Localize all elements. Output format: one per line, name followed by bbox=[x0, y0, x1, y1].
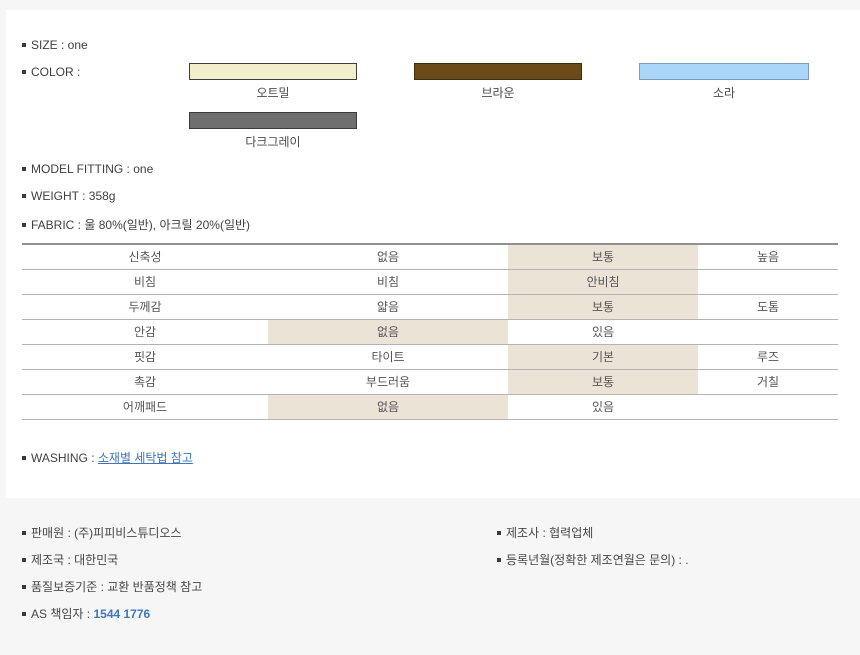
bullet-icon bbox=[22, 69, 26, 74]
model-fitting-text: MODEL FITTING : one bbox=[31, 162, 154, 176]
color-swatch-brown: 브라운 bbox=[414, 63, 582, 101]
spec-cell: 얇음 bbox=[268, 294, 508, 320]
brown-swatch bbox=[414, 63, 582, 80]
spec-cell bbox=[698, 269, 838, 295]
oatmeal-swatch bbox=[189, 63, 357, 80]
color-swatch-sora: 소라 bbox=[639, 63, 809, 101]
spec-cell: 있음 bbox=[508, 319, 698, 345]
sora-swatch bbox=[639, 63, 809, 80]
bullet-icon bbox=[22, 166, 26, 171]
bullet-icon bbox=[22, 584, 26, 589]
spec-cell: 기본 bbox=[508, 344, 698, 370]
color-swatch-oatmeal: 오트밀 bbox=[189, 63, 357, 101]
table-row: 비침 비침 안비침 bbox=[22, 269, 838, 295]
size-text: SIZE : one bbox=[31, 38, 88, 52]
spec-cell: 부드러움 bbox=[268, 369, 508, 395]
swatch-label-darkgray: 다크그레이 bbox=[245, 135, 301, 149]
spec-cell: 신축성 bbox=[22, 244, 268, 270]
bullet-icon bbox=[22, 193, 26, 198]
registration-date-text: 등록년월(정확한 제조연월은 문의) : . bbox=[506, 553, 689, 567]
manufacturer-text: 제조사 : 협력업체 bbox=[506, 526, 594, 540]
color-label: COLOR : bbox=[31, 65, 81, 79]
spec-cell: 보통 bbox=[508, 369, 698, 395]
as-phone-number: 1544 1776 bbox=[93, 607, 151, 621]
table-row: 촉감 부드러움 보통 거칠 bbox=[22, 369, 838, 395]
fabric-line: FABRIC : 울 80%(일반), 아크릴 20%(일반) bbox=[22, 216, 250, 233]
spec-cell: 두께감 bbox=[22, 294, 268, 320]
darkgray-swatch bbox=[189, 112, 357, 129]
country-line: 제조국 : 대한민국 bbox=[22, 547, 202, 574]
spec-cell bbox=[698, 319, 838, 345]
spec-cell: 있음 bbox=[508, 394, 698, 420]
bullet-icon bbox=[22, 611, 26, 616]
color-line: COLOR : bbox=[22, 65, 80, 79]
as-line: AS 책임자 : 1544 1776 bbox=[22, 601, 202, 628]
weight-line: WEIGHT : 358g bbox=[22, 189, 115, 203]
swatch-label-sora: 소라 bbox=[712, 86, 736, 100]
footer-left-column: 판매원 : (주)피피비스튜디오스 제조국 : 대한민국 품질보증기준 : 교환… bbox=[22, 520, 202, 628]
bullet-icon bbox=[497, 530, 501, 535]
spec-cell: 어깨패드 bbox=[22, 394, 268, 420]
washing-line: WASHING : 소재별 세탁법 참고 bbox=[22, 449, 193, 466]
spec-table: 신축성 없음 보통 높음 비침 비침 안비침 두께감 얇음 보통 도톰 안감 없… bbox=[22, 243, 838, 420]
table-row: 핏감 타이트 기본 루즈 bbox=[22, 344, 838, 370]
bullet-icon bbox=[497, 557, 501, 562]
spec-cell: 비침 bbox=[268, 269, 508, 295]
spec-cell: 보통 bbox=[508, 244, 698, 270]
seller-line: 판매원 : (주)피피비스튜디오스 bbox=[22, 520, 202, 547]
spec-cell: 안비침 bbox=[508, 269, 698, 295]
bullet-icon bbox=[22, 530, 26, 535]
table-row: 안감 없음 있음 bbox=[22, 319, 838, 345]
table-row: 신축성 없음 보통 높음 bbox=[22, 244, 838, 270]
table-row: 두께감 얇음 보통 도톰 bbox=[22, 294, 838, 320]
model-fitting-line: MODEL FITTING : one bbox=[22, 162, 153, 176]
fabric-text: FABRIC : 울 80%(일반), 아크릴 20%(일반) bbox=[31, 218, 251, 232]
spec-cell bbox=[698, 394, 838, 420]
bullet-icon bbox=[22, 557, 26, 562]
as-label: AS 책임자 : bbox=[31, 607, 94, 621]
footer-right-column: 제조사 : 협력업체 등록년월(정확한 제조연월은 문의) : . bbox=[497, 520, 689, 574]
spec-cell: 보통 bbox=[508, 294, 698, 320]
swatch-label-brown: 브라운 bbox=[481, 86, 515, 100]
seller-text: 판매원 : (주)피피비스튜디오스 bbox=[31, 526, 182, 540]
washing-label: WASHING : bbox=[31, 451, 98, 465]
spec-cell: 도톰 bbox=[698, 294, 838, 320]
country-text: 제조국 : 대한민국 bbox=[31, 553, 119, 567]
spec-cell: 높음 bbox=[698, 244, 838, 270]
washing-link[interactable]: 소재별 세탁법 참고 bbox=[97, 451, 193, 465]
warranty-line: 품질보증기준 : 교환 반품정책 참고 bbox=[22, 574, 202, 601]
spec-cell: 없음 bbox=[268, 244, 508, 270]
spec-cell: 거칠 bbox=[698, 369, 838, 395]
spec-cell: 없음 bbox=[268, 394, 508, 420]
spec-cell: 비침 bbox=[22, 269, 268, 295]
color-swatch-darkgray: 다크그레이 bbox=[189, 112, 357, 150]
bullet-icon bbox=[22, 42, 26, 47]
spec-cell: 안감 bbox=[22, 319, 268, 345]
warranty-text: 품질보증기준 : 교환 반품정책 참고 bbox=[31, 580, 203, 594]
spec-cell: 타이트 bbox=[268, 344, 508, 370]
manufacturer-line: 제조사 : 협력업체 bbox=[497, 520, 689, 547]
bullet-icon bbox=[22, 455, 26, 460]
weight-text: WEIGHT : 358g bbox=[31, 189, 116, 203]
spec-cell: 루즈 bbox=[698, 344, 838, 370]
product-info-panel: SIZE : one COLOR : 오트밀 브라운 소라 다크그레이 MODE… bbox=[6, 10, 860, 498]
swatch-label-oatmeal: 오트밀 bbox=[256, 86, 290, 100]
table-row: 어깨패드 없음 있음 bbox=[22, 394, 838, 420]
bullet-icon bbox=[22, 222, 26, 227]
spec-cell: 없음 bbox=[268, 319, 508, 345]
registration-date-line: 등록년월(정확한 제조연월은 문의) : . bbox=[497, 547, 689, 574]
spec-cell: 핏감 bbox=[22, 344, 268, 370]
spec-cell: 촉감 bbox=[22, 369, 268, 395]
size-line: SIZE : one bbox=[22, 38, 88, 52]
